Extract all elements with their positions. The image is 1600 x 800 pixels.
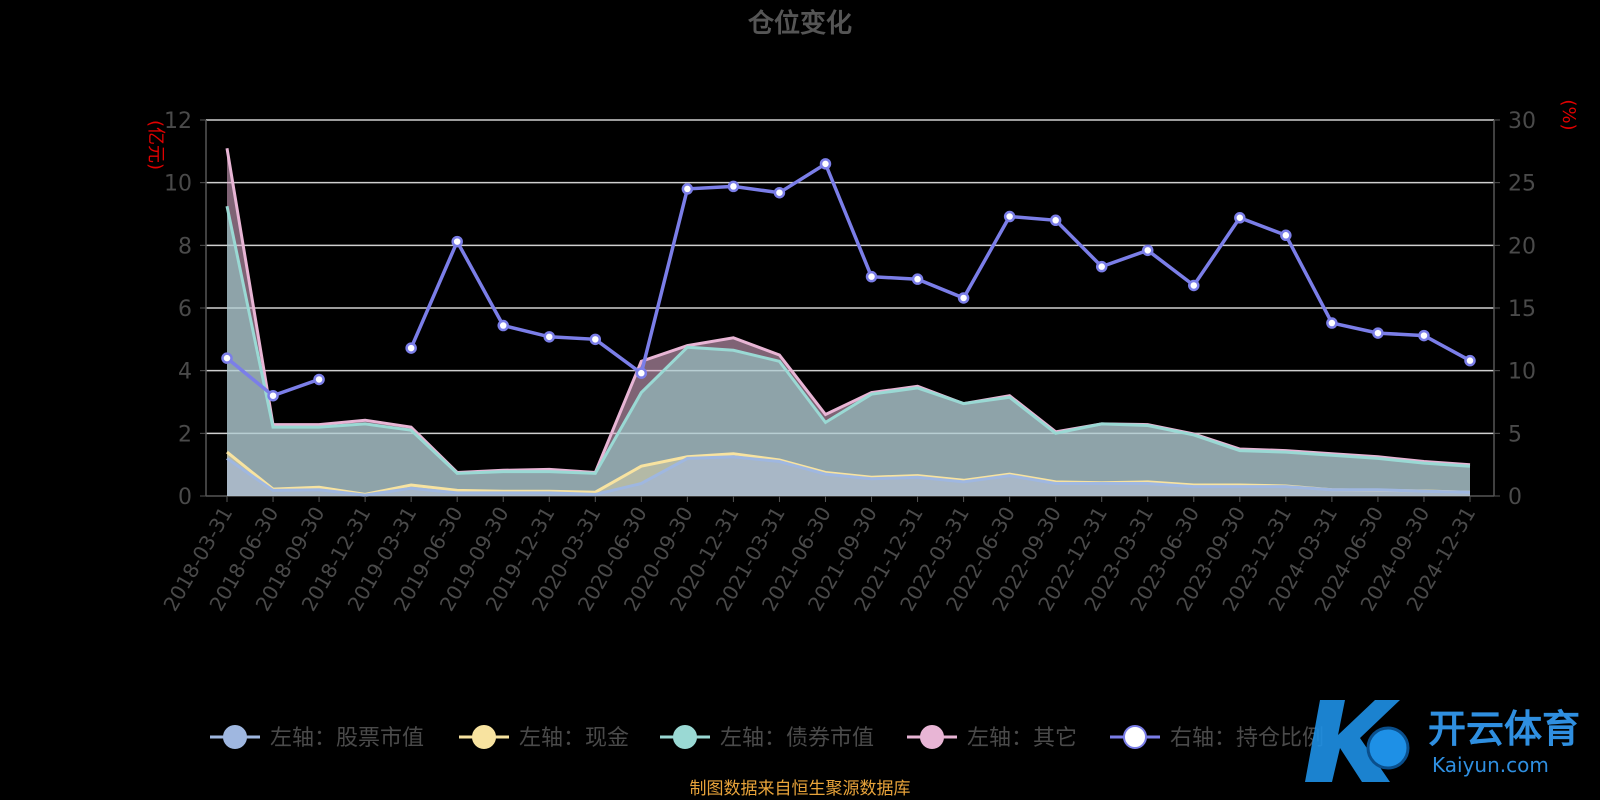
legend-swatch-marker [223,725,247,749]
area-fill-1 [227,456,1470,496]
right-tick-label: 10 [1508,360,1536,385]
left-tick-label: 10 [164,172,192,197]
legend-label: 左轴：现金 [519,726,629,751]
ratio-point [681,183,694,195]
left-tick-label: 12 [164,109,192,134]
right-tick-label: 25 [1508,172,1536,197]
ratio-point [1234,212,1246,224]
left-tick-label: 6 [178,297,192,322]
right-tick-label: 0 [1508,485,1522,510]
x-axis: 2018-03-312018-06-302018-09-302018-12-31… [158,496,1480,615]
legend-label: 左轴：债券市值 [720,726,874,751]
left-axis-ticks: 0 2 4 6 8 10 12 [164,109,207,510]
ratio-point [957,292,970,304]
chart-title: 仓位变化 [747,8,852,39]
ratio-point [451,235,463,248]
ratio-point [1095,260,1108,273]
right-tick-label: 5 [1508,422,1522,447]
ratio-series [221,158,1476,402]
legend-label: 左轴：股票市值 [270,726,424,751]
legend-swatch-marker [920,725,944,749]
area-line-1 [226,455,1471,497]
watermark-logo: 开云体育 Kaiyun.com [1305,700,1580,782]
left-tick-label: 4 [178,360,192,385]
left-tick-label: 0 [178,485,192,510]
logo-k-shape [1305,700,1400,782]
ratio-point [1141,244,1154,257]
area-series [225,147,1471,497]
left-tick-label: 2 [178,422,192,447]
ratio-point [1372,327,1384,339]
legend-label: 右轴：持仓比例 [1170,726,1324,751]
watermark-cn: 开云体育 [1428,707,1580,751]
ratio-point [1326,317,1338,329]
legend-label: 左轴：其它 [967,726,1077,751]
ratio-point [1418,329,1430,342]
legend: 左轴：股票市值 左轴：现金 左轴：债券市值 左轴：其它 右轴：持仓比例 [210,725,1324,751]
legend-item[interactable]: 左轴：股票市值 [210,725,424,751]
ratio-point [543,331,556,343]
legend-swatch-marker [1123,725,1147,749]
ratio-point [1280,229,1292,242]
right-tick-label: 30 [1508,109,1536,134]
legend-swatch-marker [472,725,496,749]
left-tick-label: 8 [178,234,192,259]
ratio-point [589,333,602,346]
legend-item[interactable]: 左轴：现金 [459,725,629,751]
ratio-point [497,319,509,332]
watermark-en: Kaiyun.com [1432,753,1549,777]
legend-item[interactable]: 左轴：其它 [907,725,1077,751]
area-fill-3 [227,206,1470,496]
area-line-3 [225,205,1471,475]
ratio-point [267,389,279,402]
legend-item[interactable]: 右轴：持仓比例 [1110,725,1324,751]
ratio-point [773,186,786,199]
ratio-point [405,342,417,354]
legend-item[interactable]: 左轴：债券市值 [660,725,874,751]
ratio-point [1049,214,1062,227]
ratio-point [727,180,740,193]
source-note: 制图数据来自恒生聚源数据库 [690,779,911,799]
ratio-point [1003,210,1016,223]
ratio-point [313,373,325,386]
ratio-point [911,273,924,285]
ratio-line [409,161,1471,377]
right-tick-label: 15 [1508,297,1536,322]
legend-swatch-marker [673,725,697,749]
ratio-point [1188,279,1200,292]
right-axis-unit: (%) [1558,99,1579,130]
ratio-point [1464,354,1476,367]
ratio-point [635,367,648,379]
right-axis-ticks: 0 5 10 15 20 25 30 [1493,109,1536,510]
right-tick-label: 20 [1508,234,1536,259]
left-axis-unit: (亿元) [145,120,166,170]
grid-lines [206,119,1494,497]
ratio-point [221,352,233,364]
ratio-point [819,158,832,170]
soccer-ball-icon [1366,726,1410,770]
ratio-point [865,270,878,283]
